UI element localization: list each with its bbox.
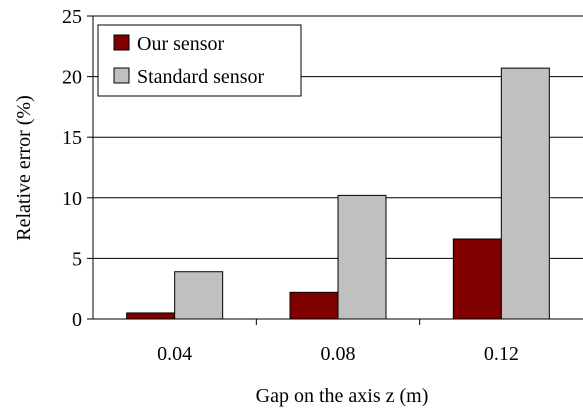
bar-our-sensor <box>126 312 176 320</box>
y-tick-labels: 0 5 10 15 20 25 <box>62 6 82 331</box>
bar-our-sensor <box>452 238 502 320</box>
x-axis-label: Gap on the axis z (m) <box>256 385 429 407</box>
x-tick-label: 0.08 <box>321 343 356 365</box>
legend-swatch-our-sensor <box>113 34 130 51</box>
x-tick-labels: 0.04 0.08 0.12 <box>157 343 519 365</box>
y-tick-label: 15 <box>62 127 82 149</box>
y-tick-label: 5 <box>72 248 82 270</box>
bars <box>126 67 550 320</box>
bar-standard-sensor <box>174 271 224 320</box>
legend-swatch-standard-sensor <box>113 67 130 84</box>
bar-standard-sensor <box>337 194 387 320</box>
legend: Our sensor Standard sensor <box>97 24 302 97</box>
axes <box>87 15 583 325</box>
y-tick-label: 25 <box>62 6 82 28</box>
x-tick-label: 0.12 <box>484 343 519 365</box>
y-axis-label: Relative error (%) <box>13 95 35 240</box>
y-tick-label: 10 <box>62 188 82 210</box>
y-tick-label: 0 <box>72 309 82 331</box>
legend-label-our-sensor: Our sensor <box>137 33 225 55</box>
bar-our-sensor <box>289 291 339 320</box>
bar-standard-sensor <box>500 67 550 320</box>
legend-box <box>97 24 302 97</box>
x-tick-label: 0.04 <box>157 343 192 365</box>
y-tick-label: 20 <box>62 67 82 89</box>
legend-label-standard-sensor: Standard sensor <box>137 66 265 88</box>
